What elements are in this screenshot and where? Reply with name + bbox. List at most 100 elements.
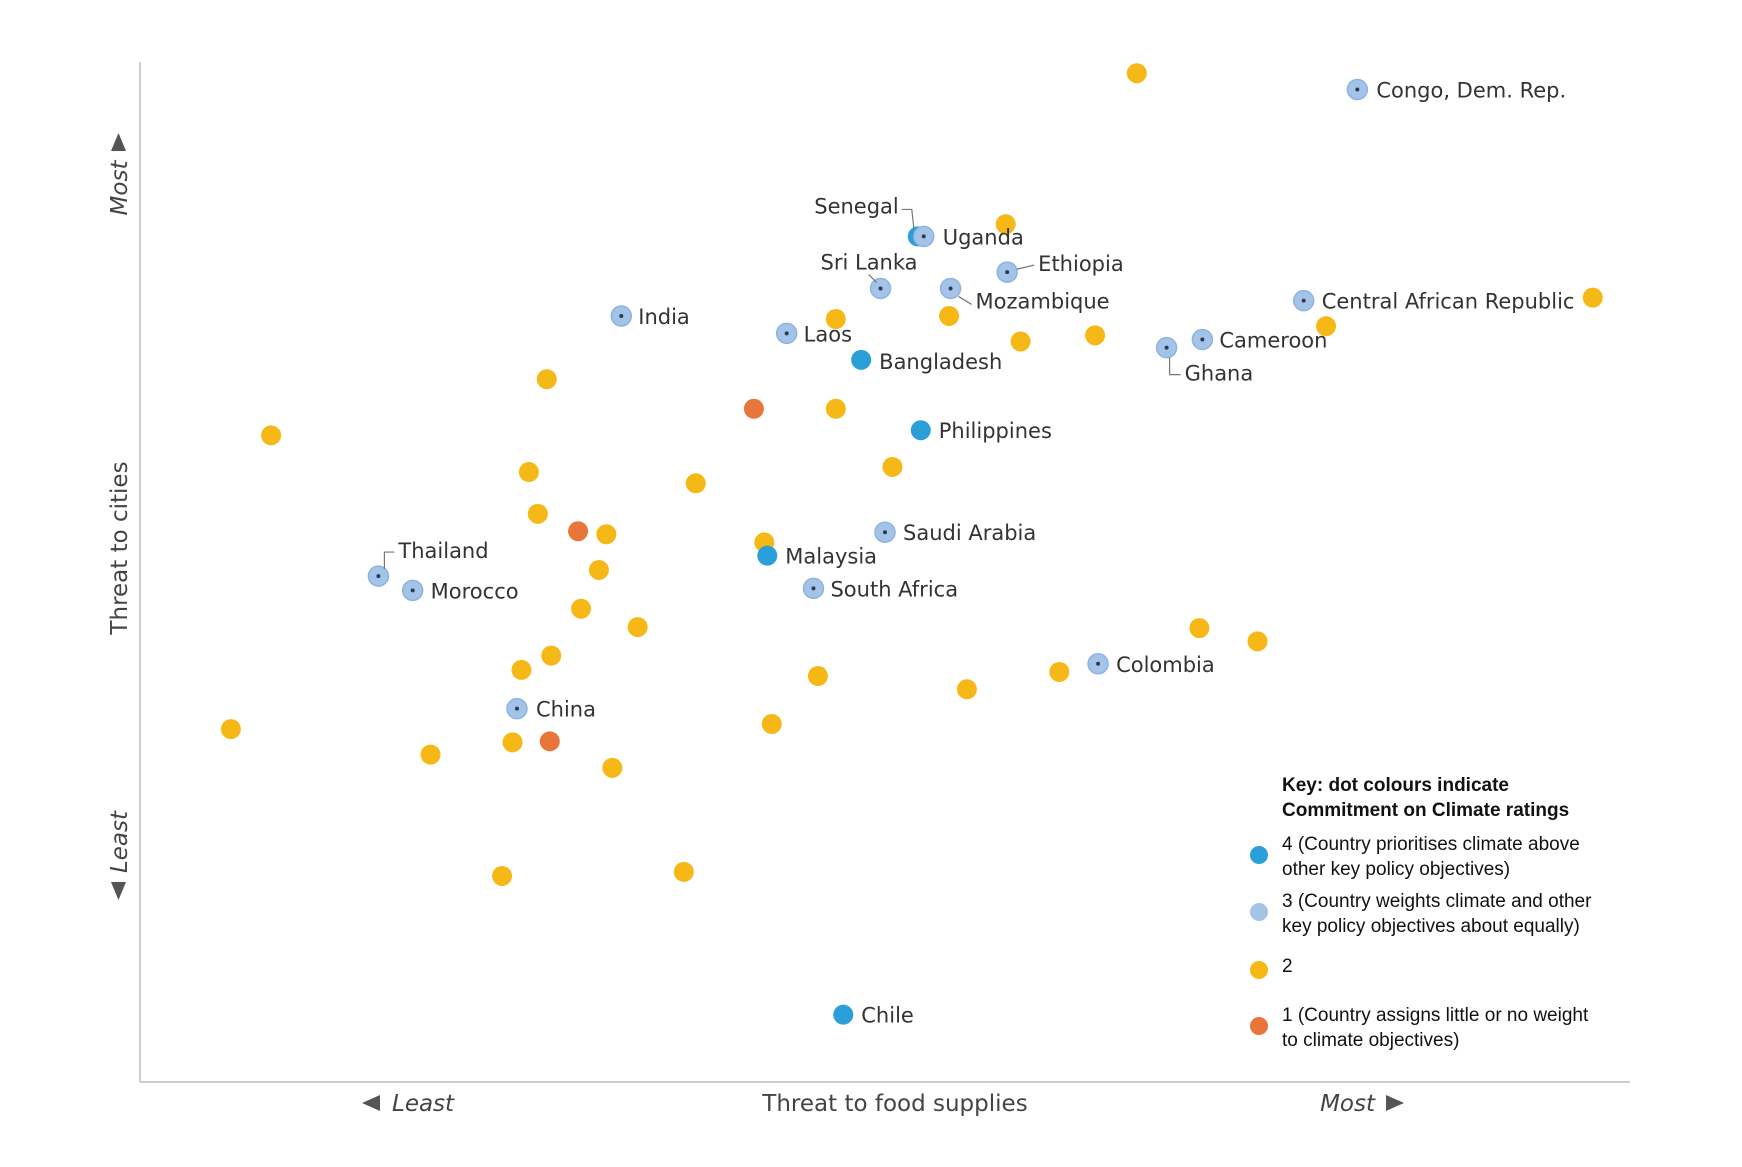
y-axis-title: Threat to cities bbox=[107, 461, 133, 635]
point-center-dot-uganda bbox=[921, 234, 926, 239]
scatter-point-rating-2-51 bbox=[420, 744, 441, 765]
leader-line-mozambique bbox=[958, 295, 972, 305]
point-label-morocco: Morocco bbox=[431, 579, 519, 603]
scatter-point-rating-2-41 bbox=[1189, 618, 1210, 639]
scatter-point-rating-2-39 bbox=[571, 598, 592, 619]
scatter-point-rating-2-43 bbox=[541, 645, 562, 666]
point-center-dot-south-africa bbox=[811, 586, 816, 591]
points-layer bbox=[220, 63, 1603, 1025]
leader-line-ghana bbox=[1169, 357, 1181, 376]
scatter-point-rating-1-55 bbox=[743, 398, 764, 419]
point-label-philippines: Philippines bbox=[939, 419, 1052, 443]
point-center-dot-cameroon bbox=[1200, 337, 1205, 342]
scatter-point-rating-2-45 bbox=[807, 666, 828, 687]
y-axis-up-arrow-icon bbox=[111, 133, 126, 151]
legend-entry-2-line-1: 2 bbox=[1282, 956, 1293, 977]
point-center-dot-india bbox=[619, 313, 624, 318]
x-axis-high-label: Most bbox=[1320, 1091, 1376, 1117]
point-label-mozambique: Mozambique bbox=[976, 289, 1110, 313]
point-label-senegal: Senegal bbox=[814, 194, 899, 218]
point-label-cameroon: Cameroon bbox=[1219, 328, 1327, 352]
scatter-point-rating-2-23 bbox=[1582, 287, 1603, 308]
scatter-point-rating-2-24 bbox=[825, 309, 846, 330]
scatter-point-rating-2-30 bbox=[825, 398, 846, 419]
scatter-point-rating-2-40 bbox=[627, 617, 648, 638]
point-label-saudi-arabia: Saudi Arabia bbox=[903, 521, 1036, 545]
scatter-point-bangladesh bbox=[851, 349, 872, 370]
point-label-congo-dem-rep: Congo, Dem. Rep. bbox=[1376, 79, 1566, 103]
scatter-point-rating-2-52 bbox=[602, 757, 623, 778]
point-label-malaysia: Malaysia bbox=[785, 545, 877, 569]
x-axis-title: Threat to food supplies bbox=[761, 1091, 1027, 1117]
scatter-point-rating-2-22 bbox=[995, 214, 1016, 235]
point-label-bangladesh: Bangladesh bbox=[879, 350, 1002, 374]
y-axis-down-arrow-icon bbox=[111, 882, 126, 900]
scatter-point-rating-2-54 bbox=[673, 861, 694, 882]
legend-entry-4-line-1: 4 (Country prioritises climate above bbox=[1282, 834, 1580, 855]
point-label-uganda: Uganda bbox=[943, 225, 1024, 249]
point-center-dot-laos bbox=[784, 331, 789, 336]
point-center-dot-saudi-arabia bbox=[883, 530, 887, 535]
leader-line-ethiopia bbox=[1017, 264, 1035, 270]
scatter-point-rating-2-31 bbox=[261, 425, 282, 446]
point-label-south-africa: South Africa bbox=[830, 577, 958, 601]
point-center-dot-thailand bbox=[376, 574, 381, 579]
scatter-point-rating-1-56 bbox=[568, 521, 589, 542]
scatter-point-chile bbox=[833, 1004, 854, 1025]
scatter-point-rating-2-35 bbox=[527, 503, 548, 524]
scatter-point-rating-2-27 bbox=[1010, 331, 1031, 352]
scatter-point-rating-1-57 bbox=[539, 731, 560, 752]
legend-title-line-1: Key: dot colours indicate bbox=[1282, 775, 1509, 796]
scatter-point-rating-2-46 bbox=[1049, 661, 1070, 682]
legend-entry-3-line-1: 3 (Country weights climate and other bbox=[1282, 891, 1592, 912]
leader-line-sri-lanka bbox=[868, 274, 877, 283]
scatter-point-rating-2-48 bbox=[220, 719, 241, 740]
scatter-point-rating-2-21 bbox=[1126, 63, 1147, 84]
scatter-point-rating-2-49 bbox=[502, 732, 523, 753]
point-label-india: India bbox=[638, 305, 690, 329]
legend-swatch-rating-4 bbox=[1250, 846, 1268, 864]
point-center-dot-mozambique bbox=[948, 286, 953, 291]
legend-swatch-rating-1 bbox=[1250, 1017, 1268, 1035]
point-center-dot-ghana bbox=[1164, 345, 1169, 350]
point-center-dot-morocco bbox=[410, 588, 415, 593]
point-center-dot-colombia bbox=[1096, 661, 1101, 666]
legend-swatch-rating-3 bbox=[1250, 903, 1268, 921]
point-label-chile: Chile bbox=[861, 1004, 914, 1028]
y-axis-low-label: Least bbox=[107, 810, 133, 873]
point-center-dot-sri-lanka bbox=[878, 286, 883, 291]
point-label-ethiopia: Ethiopia bbox=[1038, 252, 1124, 276]
legend-swatch-rating-2 bbox=[1250, 961, 1268, 979]
scatter-point-rating-2-38 bbox=[588, 559, 609, 580]
x-axis-low-label: Least bbox=[392, 1091, 455, 1117]
scatter-point-rating-2-36 bbox=[596, 524, 617, 545]
legend-entry-1-line-1: 1 (Country assigns little or no weight bbox=[1282, 1005, 1589, 1026]
point-center-dot-ethiopia bbox=[1005, 270, 1010, 275]
scatter-point-rating-2-44 bbox=[511, 659, 532, 680]
point-center-dot-china bbox=[514, 706, 519, 711]
scatter-point-rating-2-33 bbox=[518, 462, 539, 483]
legend: Key: dot colours indicate Commitment on … bbox=[1250, 775, 1592, 1051]
point-center-dot-central-african-republic bbox=[1301, 298, 1306, 303]
x-axis-left-arrow-icon bbox=[362, 1095, 380, 1111]
scatter-point-rating-2-28 bbox=[1085, 325, 1106, 346]
point-label-colombia: Colombia bbox=[1116, 653, 1215, 677]
legend-title-line-2: Commitment on Climate ratings bbox=[1282, 800, 1569, 821]
labels-layer: Congo, Dem. Rep. Senegal Uganda Ethiopia Sri… bbox=[383, 79, 1574, 1028]
scatter-point-malaysia bbox=[757, 545, 778, 566]
legend-entry-3-line-2: key policy objectives about equally) bbox=[1282, 916, 1580, 937]
scatter-point-rating-2-53 bbox=[492, 865, 513, 886]
scatter-point-rating-2-47 bbox=[956, 679, 977, 700]
legend-entry-4-line-2: other key policy objectives) bbox=[1282, 859, 1510, 880]
y-axis-high-label: Most bbox=[107, 160, 133, 216]
scatter-point-rating-2-26 bbox=[1316, 316, 1337, 337]
x-axis-right-arrow-icon bbox=[1386, 1095, 1404, 1111]
scatter-point-rating-2-42 bbox=[1247, 631, 1268, 652]
scatter-point-rating-2-34 bbox=[685, 473, 706, 494]
point-label-thailand: Thailand bbox=[397, 539, 488, 563]
scatter-point-rating-2-25 bbox=[939, 305, 960, 326]
point-center-dot-congo-dem-rep bbox=[1355, 87, 1360, 92]
leader-line-thailand bbox=[383, 551, 395, 570]
